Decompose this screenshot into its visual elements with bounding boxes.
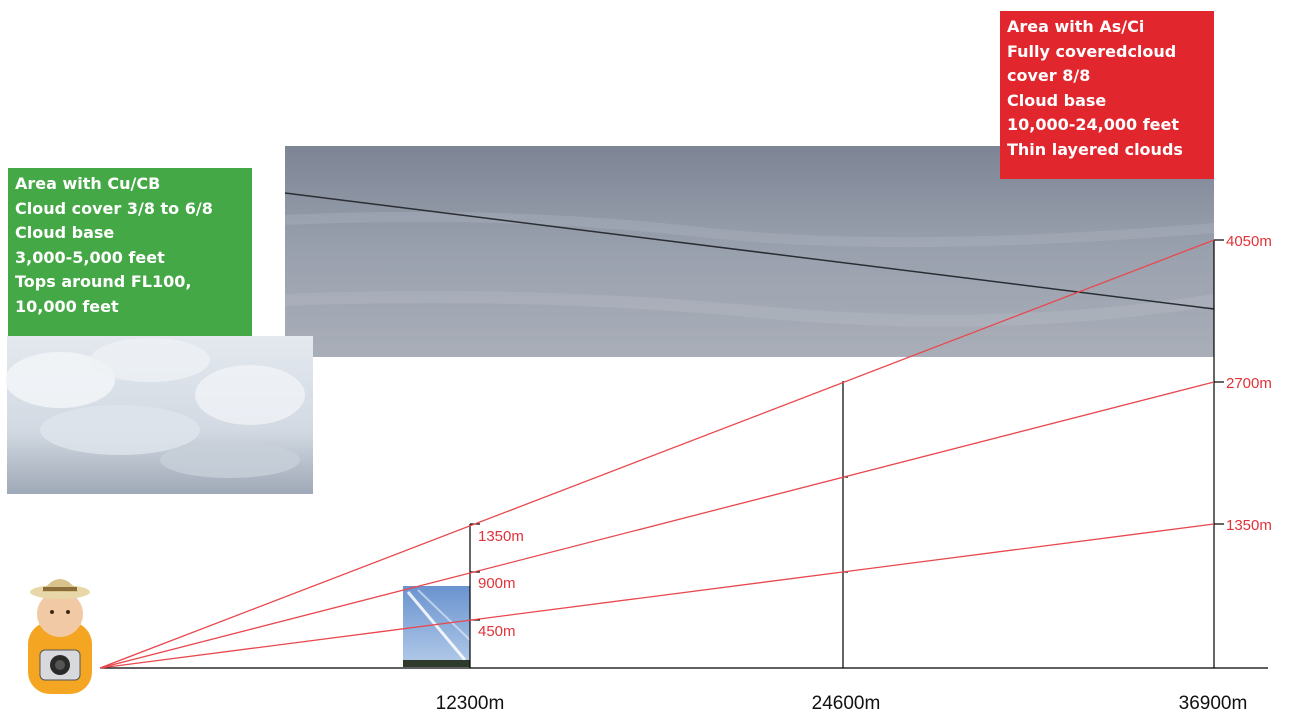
cumulus-info-line: Area with Cu/CB (15, 174, 161, 193)
cumulus-info-box: Area with Cu/CB Cloud cover 3/8 to 6/8 C… (8, 168, 252, 336)
person-with-camera-icon (28, 579, 92, 694)
cumulus-info-line: Cloud cover 3/8 to 6/8 (15, 198, 213, 218)
altostratus-info-line: Area with As/Ci (1007, 17, 1145, 36)
distance-label-24600m: 24600m (812, 693, 881, 714)
near-label-450m: 450m (478, 623, 516, 640)
cumulus-info-line: Cloud base (15, 223, 115, 242)
altitude-markers (469, 239, 1224, 668)
sight-line-4050m (99, 239, 1215, 669)
altostratus-info-box: Area with As/Ci Fully coveredcloud cover… (1000, 11, 1214, 179)
cumulus-photo (5, 336, 313, 494)
altostratus-info-line: 10,000-24,000 feet (1007, 115, 1180, 134)
sight-line-1350m (99, 523, 1215, 669)
cumulus-info-line: 10,000 feet (15, 296, 119, 316)
cumulus-info-line: 3,000-5,000 feet (15, 247, 165, 267)
sight-lines (99, 239, 1215, 669)
altostratus-info-line: Cloud base (1007, 90, 1107, 110)
altostratus-info-line: cover 8/8 (1007, 66, 1091, 85)
far-label-2700m: 2700m (1226, 375, 1272, 392)
distance-label-12300m: 12300m (436, 693, 505, 714)
altostratus-photo (284, 146, 1215, 357)
sight-line-2700m (99, 381, 1215, 669)
contrail-photo (403, 586, 471, 667)
cumulus-info-line: Tops around FL100, (15, 272, 192, 291)
altostratus-info-line: Fully coveredcloud (1007, 41, 1177, 61)
altostratus-info-line: Thin layered clouds (1007, 139, 1183, 159)
far-label-1350m: 1350m (1226, 517, 1272, 534)
near-label-900m: 900m (478, 575, 516, 592)
distance-label-36900m: 36900m (1179, 693, 1248, 714)
far-label-4050m: 4050m (1226, 233, 1272, 250)
near-label-1350m: 1350m (478, 528, 524, 545)
power-line (284, 192, 1215, 310)
